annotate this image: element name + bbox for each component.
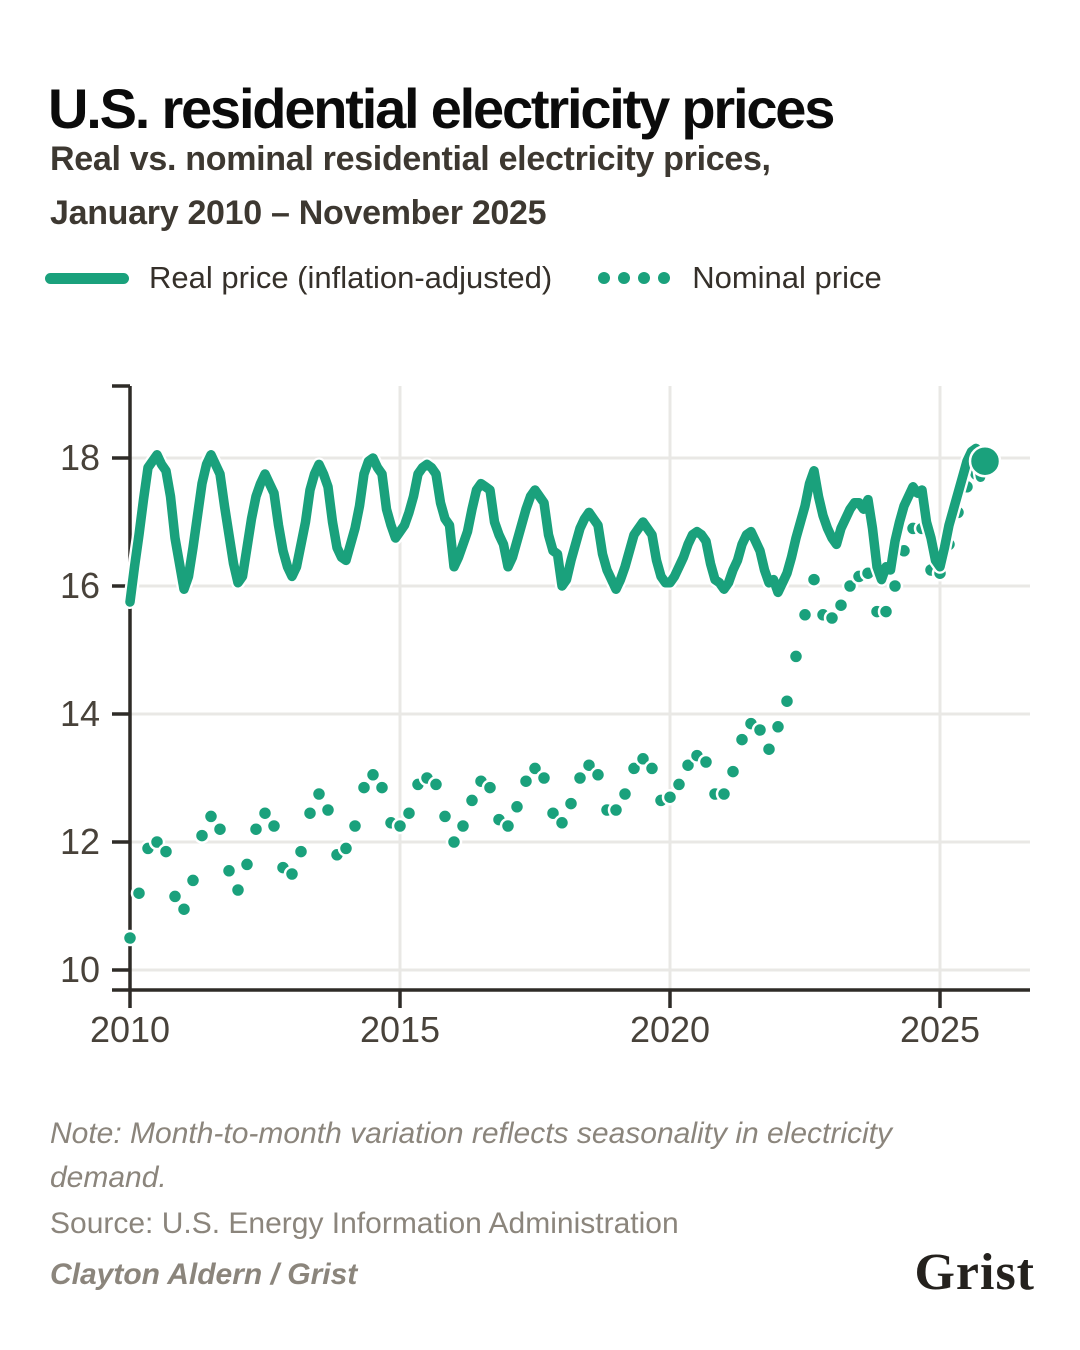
nominal-price-dot bbox=[238, 856, 256, 873]
nominal-price-dot bbox=[121, 929, 139, 947]
nominal-price-dot bbox=[589, 766, 607, 784]
legend-item-nominal: Nominal price bbox=[598, 260, 882, 296]
nominal-price-dot bbox=[193, 827, 211, 844]
latest-value-dot bbox=[968, 444, 1002, 478]
nominal-price-dot bbox=[643, 760, 661, 777]
nominal-price-dot bbox=[724, 763, 742, 780]
nominal-price-dot bbox=[805, 571, 823, 588]
nominal-price-dot bbox=[454, 817, 472, 835]
nominal-price-dot bbox=[877, 603, 895, 620]
page-title: U.S. residential electricity prices bbox=[48, 76, 835, 140]
y-axis-label: 16 bbox=[60, 565, 100, 606]
nominal-price-dot bbox=[562, 795, 580, 812]
nominal-price-dot bbox=[184, 872, 202, 889]
real-price-line bbox=[125, 443, 990, 607]
y-axis-label: 12 bbox=[60, 821, 100, 862]
x-axis-label: 2015 bbox=[360, 1009, 440, 1050]
subtitle-line-2: January 2010 – November 2025 bbox=[50, 194, 547, 233]
price-chart: 10 12 14 16 18 2010 2015 2020 2025 bbox=[60, 384, 1030, 1050]
nominal-price-dot bbox=[697, 753, 715, 771]
nominal-price-dot bbox=[823, 609, 841, 627]
nominal-price-dot bbox=[616, 785, 634, 803]
chart-legend: Real price (inflation-adjusted) Nominal … bbox=[45, 258, 1045, 298]
nominal-price-dot bbox=[265, 817, 283, 835]
nominal-price-dot bbox=[220, 862, 238, 880]
nominal-price-dot bbox=[553, 814, 571, 832]
nominal-price-dot bbox=[400, 804, 418, 822]
nominal-price-dot bbox=[787, 648, 805, 665]
nominal-price-dot bbox=[715, 785, 733, 803]
nominal-price-dot bbox=[310, 785, 328, 803]
nominal-price-dot bbox=[319, 801, 337, 819]
nominal-price-dot bbox=[508, 798, 526, 816]
legend-label-real: Real price (inflation-adjusted) bbox=[149, 260, 553, 295]
nominal-price-dot bbox=[346, 817, 364, 835]
chart-area: 10 12 14 16 18 2010 2015 2020 2025 bbox=[0, 372, 1080, 1062]
nominal-price-dot bbox=[886, 577, 904, 595]
nominal-price-dot bbox=[832, 596, 850, 614]
nominal-price-dot bbox=[760, 740, 778, 758]
nominal-price-dot bbox=[661, 788, 679, 806]
grist-logo: Grist bbox=[914, 1244, 1035, 1301]
nominal-price-dot bbox=[247, 820, 265, 838]
nominal-price-dot bbox=[301, 804, 319, 822]
nominal-price-dot bbox=[463, 792, 481, 809]
y-axis-label: 18 bbox=[60, 437, 100, 478]
nominal-price-dot bbox=[769, 718, 787, 736]
nominal-price-dot bbox=[337, 840, 355, 857]
nominal-price-dot bbox=[733, 731, 751, 748]
y-axis-label: 10 bbox=[60, 949, 100, 990]
nominal-price-dot bbox=[535, 769, 553, 787]
author-byline: Clayton Aldern / Grist bbox=[50, 1258, 358, 1291]
nominal-price-dot bbox=[202, 808, 220, 825]
legend-label-nominal: Nominal price bbox=[692, 260, 882, 295]
nominal-price-dot bbox=[157, 843, 175, 860]
nominal-price-dot bbox=[256, 804, 274, 822]
nominal-price-dot bbox=[175, 900, 193, 918]
subtitle-line-1: Real vs. nominal residential electricity… bbox=[50, 140, 771, 178]
nominal-price-dot bbox=[355, 779, 373, 796]
chart-note: Note: Month-to-month variation reflects … bbox=[50, 1117, 893, 1194]
nominal-price-dot bbox=[283, 865, 301, 883]
source-credit: Source: U.S. Energy Information Administ… bbox=[50, 1207, 679, 1240]
nominal-price-dot bbox=[499, 817, 517, 835]
chart-subtitle: Real vs. nominal residential electricity… bbox=[50, 132, 1010, 241]
nominal-price-dot bbox=[391, 817, 409, 835]
nominal-price-dot bbox=[211, 820, 229, 838]
y-axis-label: 14 bbox=[60, 693, 100, 734]
nominal-price-dot bbox=[436, 808, 454, 825]
nominal-price-dot bbox=[427, 776, 445, 793]
real-line-swatch-icon bbox=[45, 272, 129, 284]
nominal-price-dot bbox=[751, 721, 769, 739]
x-axis-label: 2025 bbox=[900, 1009, 980, 1050]
nominal-price-dot bbox=[166, 888, 184, 905]
nominal-price-dot bbox=[373, 779, 391, 796]
legend-item-real: Real price (inflation-adjusted) bbox=[45, 260, 552, 296]
nominal-price-dot bbox=[364, 766, 382, 784]
nominal-price-dot bbox=[517, 772, 535, 790]
nominal-price-dot bbox=[130, 884, 148, 902]
nominal-price-dot bbox=[571, 769, 589, 787]
x-axis-label: 2010 bbox=[90, 1009, 170, 1050]
nominal-price-dot bbox=[481, 779, 499, 796]
nominal-price-dot bbox=[778, 692, 796, 710]
nominal-price-dot bbox=[229, 881, 247, 899]
nominal-price-dot bbox=[607, 801, 625, 819]
nominal-price-dot bbox=[292, 843, 310, 860]
x-axis-label: 2020 bbox=[630, 1009, 710, 1050]
nominal-dots-swatch-icon bbox=[598, 272, 671, 284]
nominal-price-dot bbox=[796, 606, 814, 624]
nominal-price-dot bbox=[670, 776, 688, 793]
nominal-price-dot bbox=[445, 833, 463, 851]
